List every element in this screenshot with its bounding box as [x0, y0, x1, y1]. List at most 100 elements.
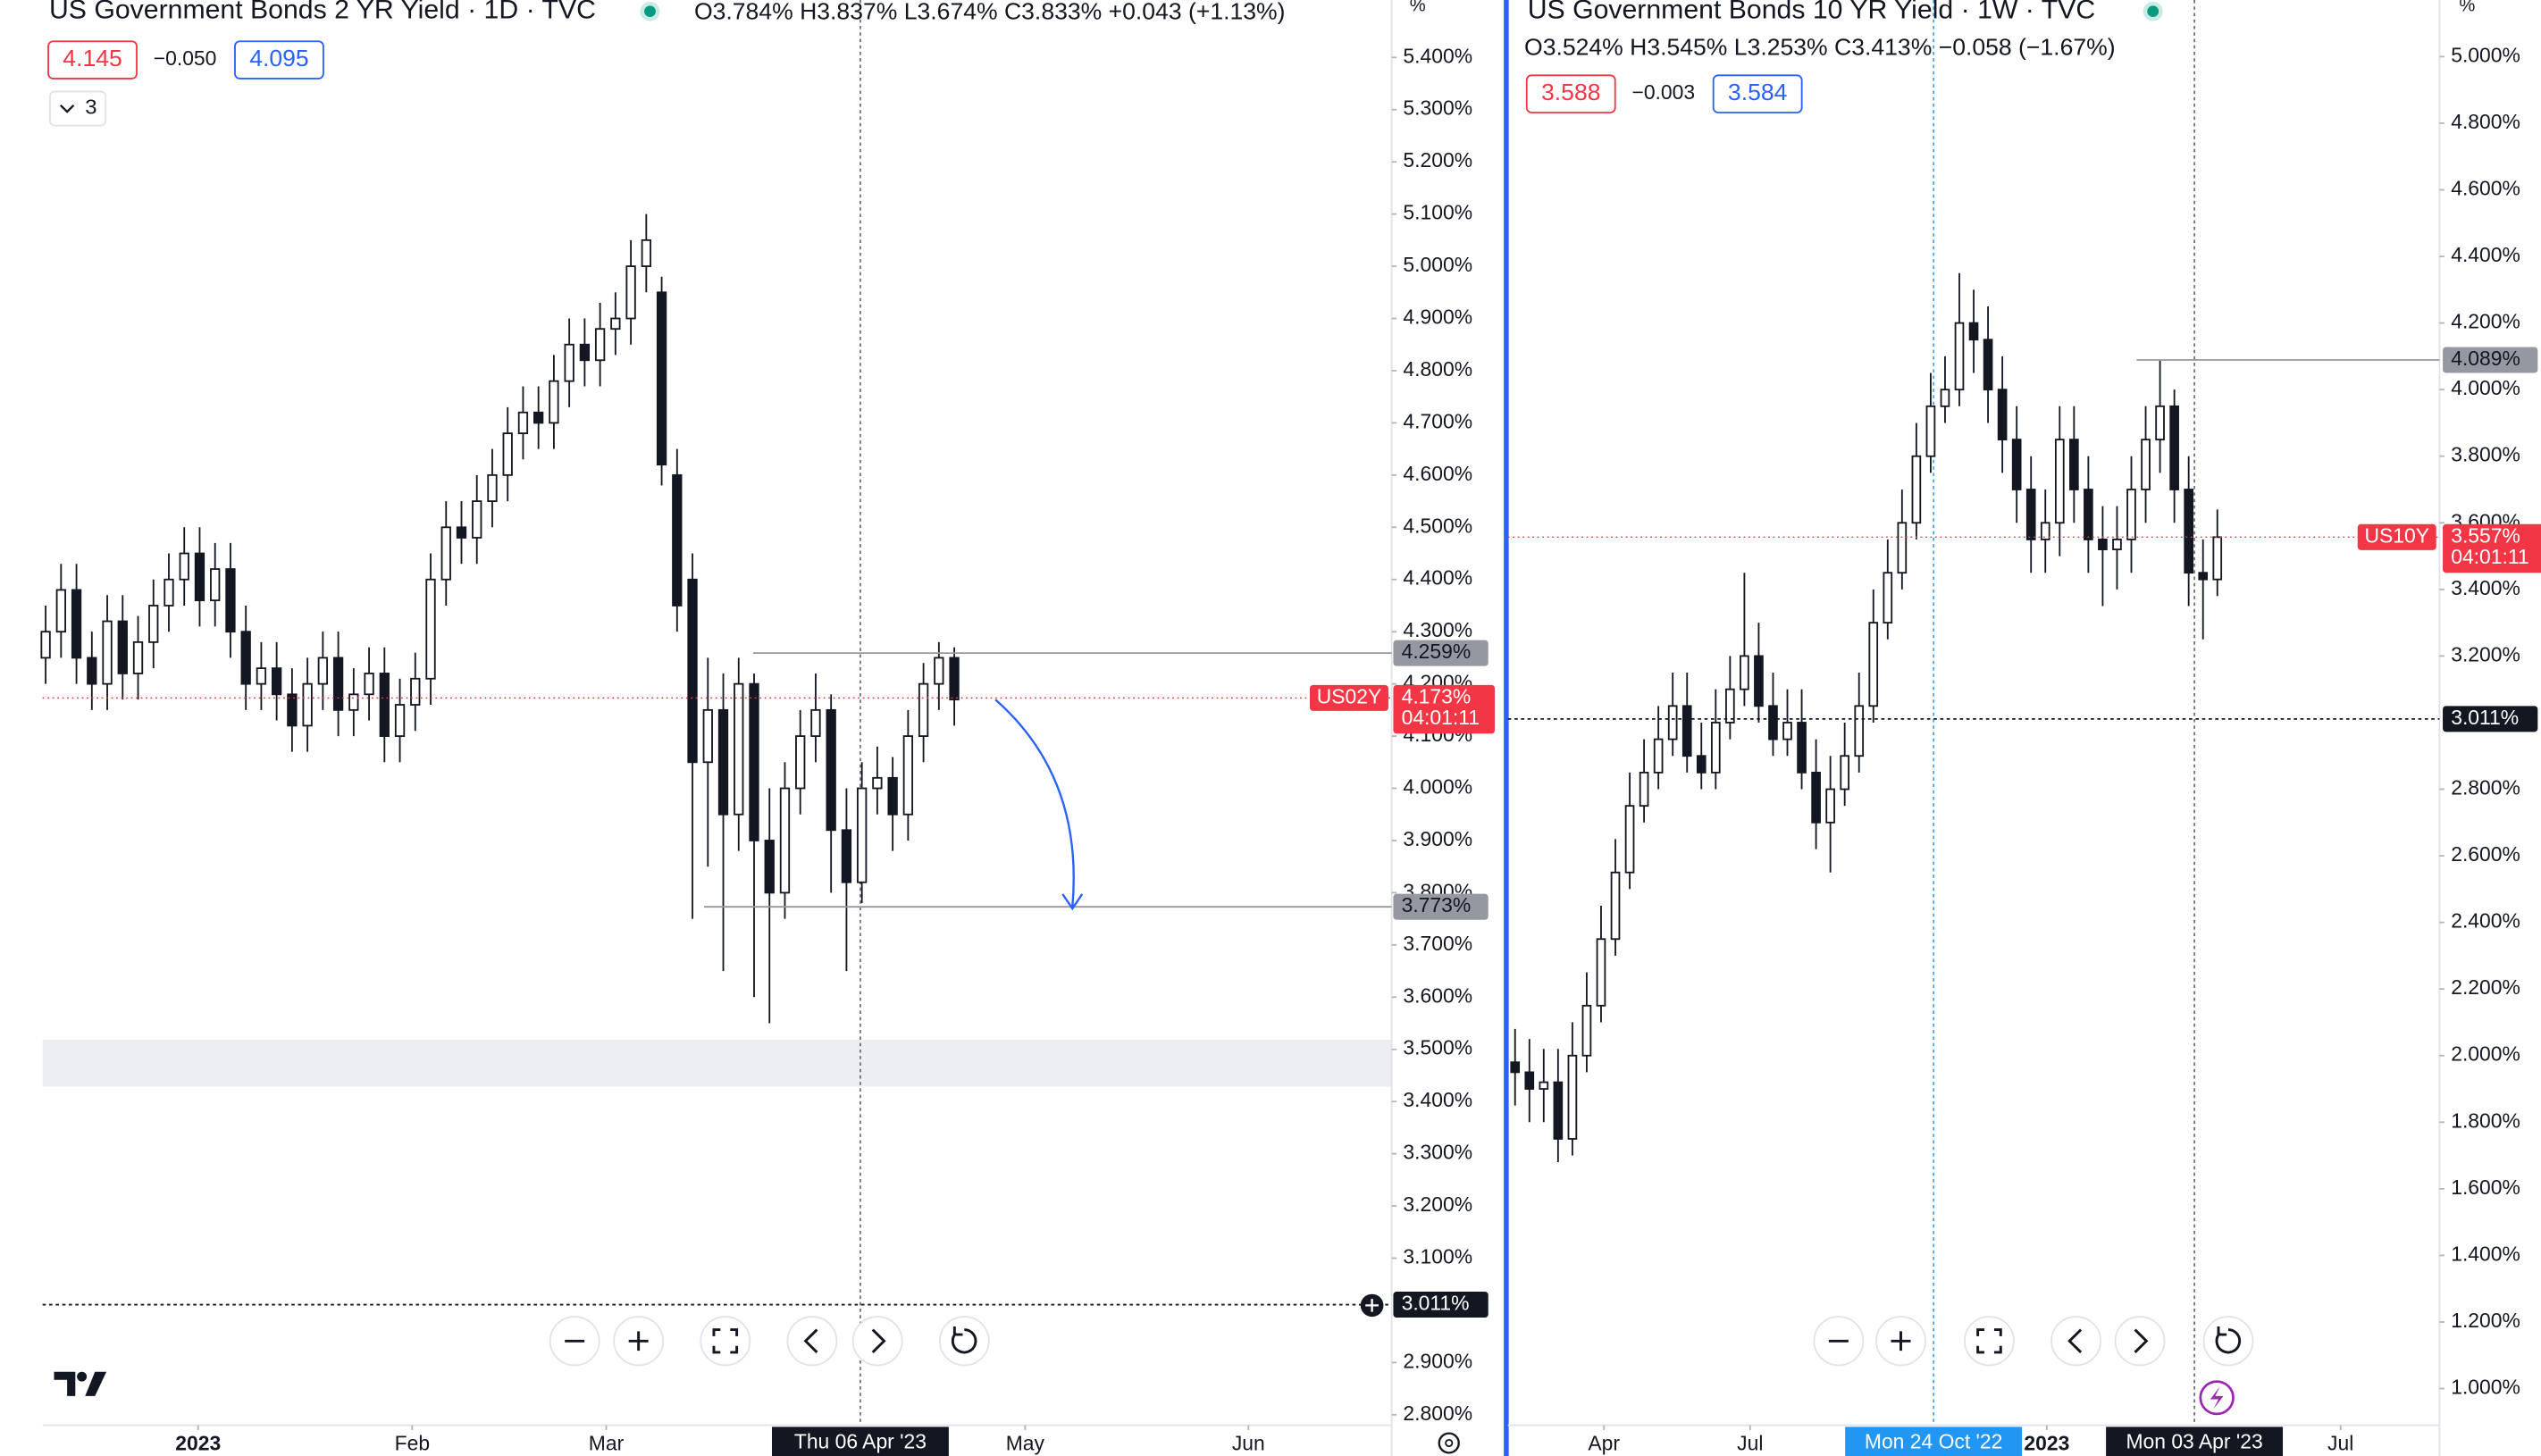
x-tick-label: 2023 — [2024, 1431, 2069, 1454]
candle-body — [1925, 405, 1936, 457]
candle-body — [132, 640, 144, 674]
candle-body — [779, 787, 791, 894]
candle-body — [841, 829, 852, 883]
y-tick-label: 1.800% — [2451, 1109, 2520, 1132]
x-tick-label: Jul — [2327, 1431, 2353, 1454]
ask-box[interactable] — [1712, 74, 1803, 113]
candle-body — [271, 667, 282, 696]
last-price-bg — [1393, 684, 1496, 734]
candle-body — [317, 657, 329, 685]
candle-body — [918, 682, 929, 737]
candle-body — [1968, 322, 1979, 341]
level-label: 3.011% — [2451, 706, 2519, 729]
candle-body — [394, 704, 406, 737]
bid-price[interactable]: 3.588 — [1541, 79, 1600, 105]
candle-body — [2112, 539, 2122, 551]
y-tick-label: 3.100% — [1403, 1245, 1472, 1268]
ohlc-readout: O3.524% H3.545% L3.253% C3.413% −0.058 (… — [1524, 33, 2116, 60]
candle-body — [564, 343, 574, 382]
candle-body — [625, 265, 636, 320]
candle-body — [826, 708, 836, 832]
level-label-bg — [2443, 347, 2538, 373]
logo-part — [54, 1371, 76, 1396]
bid-price[interactable]: 4.145 — [63, 45, 122, 71]
tradingview-logo[interactable] — [54, 1371, 107, 1396]
crosshair-label-bg — [771, 1427, 949, 1456]
x-tick-label: Jun — [1232, 1431, 1265, 1454]
candle-body — [472, 500, 482, 539]
bid-box[interactable] — [47, 40, 138, 79]
candle-body — [934, 657, 944, 685]
candle-body — [1710, 722, 1721, 774]
candle-body — [656, 291, 667, 466]
ask-price[interactable]: 3.584 — [1728, 79, 1787, 105]
crosshair-label-bg — [2106, 1427, 2284, 1456]
candle-body — [425, 578, 436, 680]
y-tick-label: 4.800% — [2451, 110, 2520, 133]
candle-body — [1782, 722, 1792, 741]
y-tick-label: 3.800% — [2451, 443, 2520, 466]
candle-body — [872, 776, 883, 790]
candle-body — [610, 317, 621, 331]
settings-icon[interactable] — [1438, 1432, 1460, 1454]
x-tick-label: 2023 — [175, 1431, 221, 1454]
candle-body — [148, 605, 159, 643]
last-price-label: 3.557% — [2451, 523, 2520, 547]
toolbar-icon — [1891, 1331, 1911, 1351]
candle-body — [1681, 705, 1692, 757]
candle-body — [2040, 522, 2050, 540]
status-dot — [644, 5, 656, 18]
toolbar-icon — [803, 1328, 818, 1353]
ask-box[interactable] — [234, 40, 324, 79]
candle-body — [194, 552, 205, 602]
candle-body — [1868, 622, 1879, 707]
x-tick-label: Apr — [1588, 1431, 1620, 1454]
y-tick-label: 4.400% — [2451, 243, 2520, 266]
y-tick-label: 4.000% — [1403, 775, 1472, 799]
candle-body — [1639, 771, 1649, 807]
y-tick-label: 4.200% — [2451, 310, 2520, 333]
candle-body — [40, 631, 51, 659]
candle-body — [2054, 439, 2065, 524]
last-price-label: 4.173% — [1402, 685, 1472, 708]
axis-unit: % — [2459, 0, 2475, 15]
toolbar-button[interactable] — [2114, 1316, 2166, 1367]
bid-box[interactable] — [1525, 74, 1616, 113]
y-tick-label: 1.400% — [2451, 1243, 2520, 1266]
candle-body — [102, 620, 113, 685]
symbol-tag: US10Y — [2364, 523, 2429, 547]
candle-body — [2084, 489, 2093, 540]
countdown: 04:01:11 — [1402, 706, 1480, 729]
candle-body — [2069, 439, 2079, 490]
toolbar-icon — [628, 1331, 649, 1351]
indicators-toggle[interactable] — [48, 90, 107, 127]
toolbar-icon — [2067, 1328, 2083, 1353]
candle-body — [1553, 1081, 1564, 1140]
last-price-bg — [2443, 523, 2541, 573]
ask-price[interactable]: 4.095 — [249, 45, 308, 71]
candle-body — [302, 682, 313, 727]
candle-body — [887, 776, 898, 816]
candle-body — [594, 328, 606, 362]
toolbar-button[interactable] — [700, 1316, 751, 1367]
candle-body — [179, 552, 189, 581]
candle-body — [1983, 339, 1993, 391]
toolbar-button[interactable] — [786, 1316, 838, 1367]
toolbar-button[interactable] — [938, 1316, 990, 1367]
y-tick-label: 4.800% — [1403, 357, 1472, 381]
level-label: 4.089% — [2451, 347, 2520, 370]
symbol-tag-bg — [1309, 684, 1388, 711]
candle-body — [1940, 389, 1950, 407]
y-tick-label: 2.200% — [2451, 975, 2520, 999]
toolbar-button[interactable] — [1964, 1316, 2015, 1367]
toolbar-button[interactable] — [2050, 1316, 2101, 1367]
toolbar-button[interactable] — [851, 1316, 903, 1367]
indicator-count[interactable]: 3 — [85, 96, 96, 120]
toolbar-button[interactable] — [2202, 1316, 2254, 1367]
candle-body — [440, 526, 451, 581]
candle-body — [225, 568, 236, 633]
candle-body — [1725, 688, 1735, 724]
candle-body — [87, 657, 97, 685]
